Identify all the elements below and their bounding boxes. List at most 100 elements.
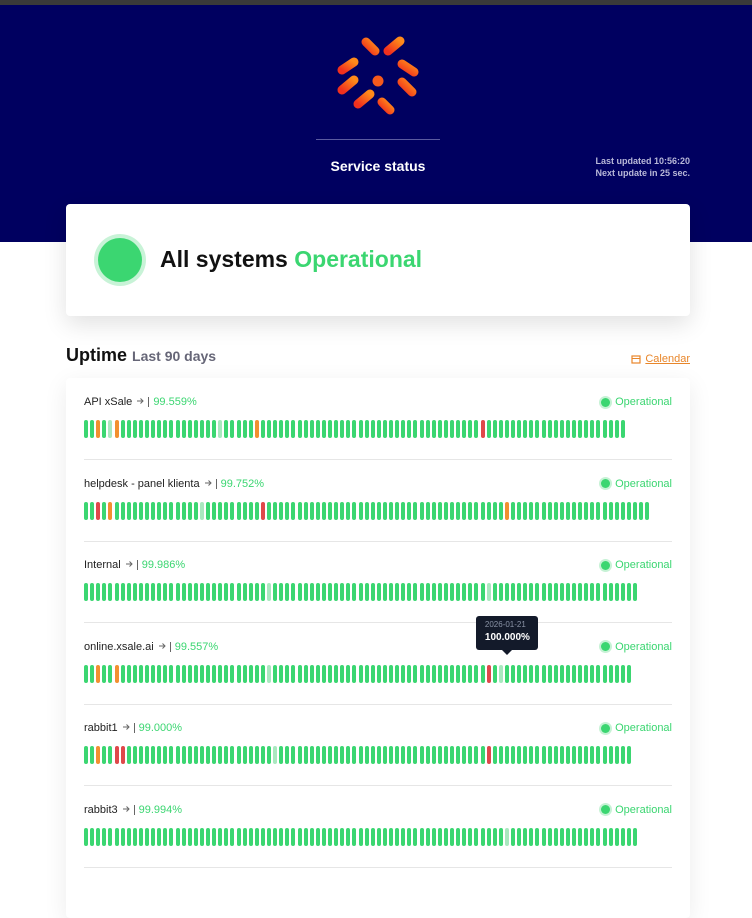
uptime-bar[interactable] bbox=[517, 420, 522, 438]
uptime-bar[interactable] bbox=[370, 501, 375, 520]
uptime-bar[interactable] bbox=[492, 583, 497, 601]
uptime-bar[interactable] bbox=[242, 420, 247, 438]
monitor-name[interactable]: API xSale bbox=[84, 396, 133, 408]
uptime-bar[interactable] bbox=[169, 746, 174, 764]
uptime-bar[interactable] bbox=[462, 420, 467, 438]
uptime-bar[interactable] bbox=[114, 501, 119, 520]
uptime-bar[interactable] bbox=[145, 501, 149, 520]
uptime-bar[interactable] bbox=[273, 583, 278, 601]
uptime-bar[interactable] bbox=[486, 746, 491, 764]
uptime-bar[interactable] bbox=[382, 583, 387, 601]
uptime-bar[interactable] bbox=[431, 583, 436, 601]
uptime-bar[interactable] bbox=[443, 827, 448, 846]
uptime-bar[interactable] bbox=[608, 420, 613, 438]
uptime-bar[interactable] bbox=[541, 583, 546, 601]
uptime-bar[interactable] bbox=[279, 664, 284, 683]
uptime-bar[interactable] bbox=[553, 746, 558, 764]
uptime-bar[interactable] bbox=[486, 420, 491, 438]
uptime-bar[interactable] bbox=[620, 746, 625, 764]
uptime-bar[interactable] bbox=[572, 583, 576, 601]
uptime-bar[interactable] bbox=[364, 664, 369, 683]
uptime-bar[interactable] bbox=[346, 583, 351, 601]
uptime-bar[interactable] bbox=[346, 501, 351, 520]
uptime-bar[interactable] bbox=[267, 827, 271, 846]
uptime-bar[interactable] bbox=[572, 664, 576, 683]
uptime-bar[interactable] bbox=[450, 827, 454, 846]
uptime-bar[interactable] bbox=[498, 746, 503, 764]
uptime-bar[interactable] bbox=[370, 746, 375, 764]
uptime-bar[interactable] bbox=[328, 583, 332, 601]
uptime-bar[interactable] bbox=[175, 827, 180, 846]
uptime-bar[interactable] bbox=[547, 583, 552, 601]
uptime-bar[interactable] bbox=[309, 501, 314, 520]
uptime-bar[interactable] bbox=[352, 501, 357, 520]
uptime-bar[interactable] bbox=[169, 420, 174, 438]
uptime-bar[interactable] bbox=[370, 420, 375, 438]
uptime-bar[interactable] bbox=[626, 664, 631, 683]
uptime-bar[interactable] bbox=[626, 583, 631, 601]
uptime-bar[interactable] bbox=[346, 420, 351, 438]
uptime-bar[interactable] bbox=[206, 664, 210, 683]
uptime-bar[interactable] bbox=[108, 501, 113, 520]
uptime-bar[interactable] bbox=[352, 746, 357, 764]
uptime-bar[interactable] bbox=[358, 420, 363, 438]
uptime-bar[interactable] bbox=[309, 664, 314, 683]
uptime-bar[interactable] bbox=[96, 420, 101, 438]
uptime-bar[interactable] bbox=[389, 420, 393, 438]
uptime-bar[interactable] bbox=[517, 827, 522, 846]
calendar-text[interactable]: Calendar bbox=[645, 353, 690, 365]
uptime-bar[interactable] bbox=[315, 827, 320, 846]
uptime-bar[interactable] bbox=[395, 583, 400, 601]
uptime-bar[interactable] bbox=[498, 420, 503, 438]
uptime-bar[interactable] bbox=[425, 420, 430, 438]
uptime-bar[interactable] bbox=[242, 583, 247, 601]
uptime-bar[interactable] bbox=[468, 827, 473, 846]
uptime-bar[interactable] bbox=[523, 420, 528, 438]
uptime-bar[interactable] bbox=[96, 746, 101, 764]
uptime-bar[interactable] bbox=[352, 420, 357, 438]
uptime-bar[interactable] bbox=[334, 827, 339, 846]
uptime-bar[interactable] bbox=[376, 664, 381, 683]
uptime-bar[interactable] bbox=[620, 583, 625, 601]
uptime-bar[interactable] bbox=[291, 501, 296, 520]
uptime-bar[interactable] bbox=[395, 420, 400, 438]
uptime-bar[interactable] bbox=[565, 746, 570, 764]
uptime-bar[interactable] bbox=[181, 501, 186, 520]
uptime-bar[interactable] bbox=[187, 420, 192, 438]
uptime-bar[interactable] bbox=[267, 664, 271, 683]
uptime-bar[interactable] bbox=[285, 664, 290, 683]
uptime-bar[interactable] bbox=[254, 501, 259, 520]
uptime-bar[interactable] bbox=[468, 501, 473, 520]
uptime-bar[interactable] bbox=[260, 501, 265, 520]
uptime-bar[interactable] bbox=[267, 746, 271, 764]
uptime-bar[interactable] bbox=[474, 583, 479, 601]
uptime-bar[interactable] bbox=[169, 827, 174, 846]
uptime-bar[interactable] bbox=[364, 583, 369, 601]
uptime-bar[interactable] bbox=[413, 827, 418, 846]
uptime-bar[interactable] bbox=[352, 583, 357, 601]
uptime-bar[interactable] bbox=[565, 583, 570, 601]
uptime-bar[interactable] bbox=[480, 827, 485, 846]
uptime-bar[interactable] bbox=[102, 420, 107, 438]
uptime-bar[interactable] bbox=[529, 827, 534, 846]
uptime-bar[interactable] bbox=[175, 664, 180, 683]
monitor-name[interactable]: rabbit1 bbox=[84, 722, 118, 734]
uptime-bar[interactable] bbox=[218, 827, 223, 846]
uptime-bar[interactable] bbox=[395, 746, 400, 764]
uptime-bar[interactable] bbox=[157, 583, 162, 601]
uptime-bar[interactable] bbox=[565, 420, 570, 438]
uptime-bar[interactable] bbox=[401, 746, 406, 764]
uptime-bar[interactable] bbox=[517, 501, 522, 520]
uptime-bar[interactable] bbox=[443, 501, 448, 520]
uptime-bar[interactable] bbox=[602, 746, 607, 764]
uptime-bar[interactable] bbox=[590, 420, 595, 438]
uptime-bar[interactable] bbox=[559, 746, 564, 764]
uptime-bar[interactable] bbox=[578, 420, 583, 438]
uptime-bar[interactable] bbox=[230, 827, 235, 846]
uptime-bar[interactable] bbox=[297, 664, 302, 683]
uptime-bar[interactable] bbox=[321, 420, 326, 438]
uptime-bar[interactable] bbox=[498, 583, 503, 601]
uptime-bar[interactable] bbox=[309, 583, 314, 601]
uptime-bar[interactable] bbox=[297, 746, 302, 764]
uptime-bar[interactable] bbox=[364, 827, 369, 846]
